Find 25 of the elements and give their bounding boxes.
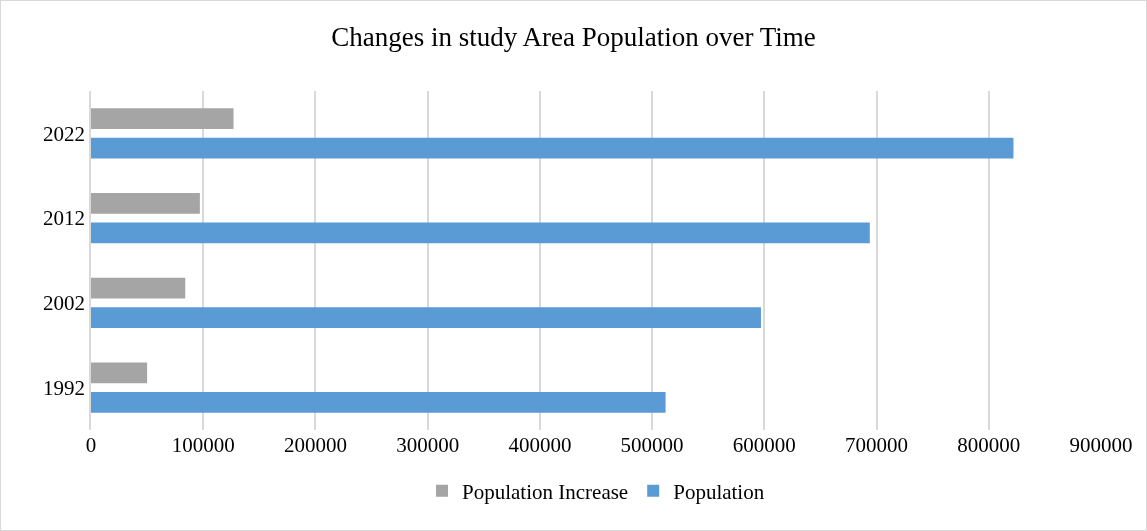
y-tick-label: 2002 xyxy=(43,291,86,316)
bar xyxy=(91,307,761,329)
bar xyxy=(91,392,666,413)
bar xyxy=(91,222,870,244)
chart-title: Changes in study Area Population over Time xyxy=(331,22,816,53)
x-tick-label: 300000 xyxy=(396,433,460,457)
bar xyxy=(91,108,234,129)
bar xyxy=(91,277,186,299)
legend-label: Population Increase xyxy=(462,480,629,505)
x-tick-label: 100000 xyxy=(171,433,235,457)
x-tick-label: 500000 xyxy=(620,433,684,457)
x-tick-label: 400000 xyxy=(508,433,572,457)
y-tick-label: 2022 xyxy=(43,121,86,146)
x-tick-label: 600000 xyxy=(732,433,796,457)
y-tick-label: 2012 xyxy=(43,206,86,231)
x-tick-label: 800000 xyxy=(957,433,1021,457)
x-tick-label: 0 xyxy=(85,433,97,457)
bar xyxy=(91,192,200,214)
x-tick-label: 900000 xyxy=(1069,433,1133,457)
bar xyxy=(91,362,148,384)
x-tick-label: 700000 xyxy=(845,433,909,457)
bar xyxy=(91,137,1014,159)
y-tick-label: 1992 xyxy=(43,375,86,400)
legend-label: Population xyxy=(673,480,765,505)
x-tick-label: 200000 xyxy=(283,433,347,457)
